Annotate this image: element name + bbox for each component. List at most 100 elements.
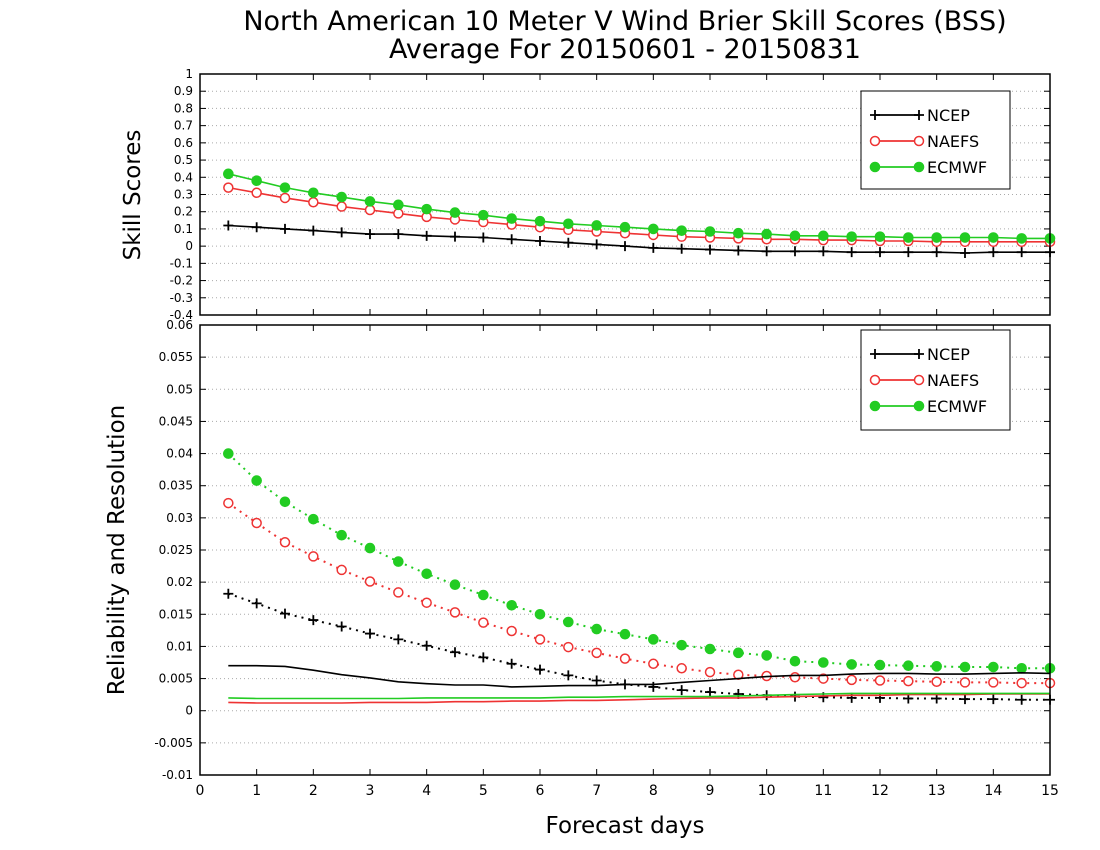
bottom-y-tick-label: 0.04 bbox=[166, 447, 193, 461]
bottom-data-point bbox=[846, 659, 857, 670]
bottom-data-point bbox=[818, 657, 829, 668]
top-data-point bbox=[478, 232, 489, 243]
bottom-data-point bbox=[1016, 662, 1027, 674]
bottom-data-point bbox=[959, 677, 971, 688]
bottom-data-point bbox=[421, 640, 432, 651]
bottom-data-point bbox=[960, 694, 970, 705]
top-data-point bbox=[761, 228, 772, 240]
top-data-point bbox=[648, 242, 659, 253]
bottom-data-point bbox=[676, 685, 687, 696]
top-y-tick-label: 0.1 bbox=[174, 222, 193, 236]
top-data-point bbox=[733, 245, 744, 256]
bottom-data-point bbox=[563, 641, 574, 653]
bottom-data-point bbox=[535, 664, 545, 675]
top-data-point bbox=[988, 247, 999, 258]
top-data-point bbox=[336, 227, 347, 238]
bottom-legend-marker bbox=[869, 400, 881, 412]
bottom-data-point bbox=[365, 628, 375, 639]
top-data-point bbox=[421, 230, 432, 241]
bottom-data-point bbox=[591, 675, 602, 686]
bottom-data-point bbox=[223, 448, 234, 459]
bottom-data-point bbox=[308, 615, 319, 626]
bottom-data-point bbox=[959, 661, 971, 673]
bottom-data-point bbox=[336, 529, 347, 541]
bottom-data-point bbox=[393, 634, 404, 645]
top-data-point bbox=[563, 237, 574, 248]
x-axis-label: Forecast days bbox=[546, 813, 705, 839]
top-legend-marker bbox=[869, 135, 881, 147]
top-data-point bbox=[393, 208, 404, 219]
bottom-y-ticks: -0.01 -0.005 0 0.005 0.01 0.015 0.02 0.025 0.03 0… bbox=[154, 318, 1050, 782]
bottom-data-point bbox=[364, 576, 376, 587]
bottom-data-point bbox=[223, 588, 234, 599]
bottom-legend-label: NCEP bbox=[927, 345, 970, 364]
top-data-point bbox=[308, 196, 319, 208]
bottom-y-tick-label: 0.005 bbox=[159, 672, 193, 686]
bottom-data-point bbox=[988, 661, 999, 673]
bottom-data-point bbox=[789, 672, 801, 683]
bottom-series-1 bbox=[223, 497, 1056, 689]
bottom-series-line bbox=[228, 664, 1051, 688]
top-data-point bbox=[450, 231, 460, 242]
bottom-data-point bbox=[251, 598, 262, 609]
bottom-data-point bbox=[506, 625, 517, 637]
bottom-data-point bbox=[931, 661, 942, 672]
top-y-tick-label: -0.2 bbox=[170, 274, 193, 288]
x-tick-label: 14 bbox=[984, 783, 1002, 799]
top-legend-marker bbox=[913, 135, 925, 147]
top-y-axis-label: Skill Scores bbox=[120, 130, 146, 261]
bottom-data-point bbox=[308, 551, 319, 562]
x-tick-label: 7 bbox=[592, 783, 601, 799]
top-data-point bbox=[506, 234, 517, 245]
bottom-data-point bbox=[223, 497, 234, 509]
top-data-point bbox=[988, 232, 999, 243]
bottom-data-point bbox=[874, 675, 886, 686]
bottom-y-tick-label: 0.025 bbox=[159, 543, 193, 557]
top-legend-label: NAEFS bbox=[927, 132, 979, 151]
bottom-data-point bbox=[251, 517, 262, 529]
bottom-legend-label: ECMWF bbox=[927, 397, 987, 416]
top-series-2 bbox=[223, 168, 1056, 244]
bottom-y-axis-label: Reliability and Resolution bbox=[104, 405, 130, 695]
top-y-tick-label: 0.8 bbox=[174, 101, 193, 115]
bottom-data-point bbox=[421, 568, 432, 580]
bottom-data-point bbox=[279, 496, 291, 508]
top-data-point bbox=[308, 187, 319, 199]
top-legend-marker bbox=[914, 110, 924, 120]
top-data-point bbox=[336, 201, 347, 212]
top-data-point bbox=[761, 246, 772, 257]
reliability-resolution-panel: -0.01 -0.005 0 0.005 0.01 0.015 0.02 0.025 0.03 0… bbox=[154, 318, 1059, 799]
top-data-point bbox=[676, 225, 687, 236]
top-data-point bbox=[336, 191, 347, 203]
bottom-data-point bbox=[846, 674, 857, 686]
top-legend: NCEP NAEFS ECMWF bbox=[860, 90, 1011, 190]
bottom-legend-marker bbox=[869, 374, 881, 386]
bottom-legend-marker bbox=[914, 349, 924, 359]
bottom-data-point bbox=[449, 579, 461, 591]
top-data-point bbox=[931, 232, 942, 243]
top-data-point bbox=[535, 235, 545, 246]
x-tick-label: 6 bbox=[536, 783, 545, 799]
x-tick-label: 11 bbox=[814, 783, 832, 799]
bottom-data-point bbox=[563, 616, 574, 628]
bottom-series-line bbox=[227, 592, 1050, 701]
x-tick-label: 10 bbox=[758, 783, 776, 799]
top-y-tick-label: -0.4 bbox=[170, 308, 193, 322]
top-data-point bbox=[251, 222, 262, 233]
top-legend-box bbox=[860, 90, 1011, 190]
bottom-data-point bbox=[506, 599, 517, 611]
top-data-point bbox=[279, 192, 291, 204]
top-data-point bbox=[818, 246, 829, 257]
top-series bbox=[223, 168, 1056, 259]
bottom-series-2 bbox=[223, 448, 1056, 674]
bottom-data-point bbox=[676, 663, 687, 674]
top-data-point bbox=[279, 182, 291, 193]
top-data-point bbox=[591, 239, 602, 250]
bottom-legend: NCEP NAEFS ECMWF bbox=[860, 329, 1011, 431]
top-data-point bbox=[705, 244, 715, 255]
top-data-point bbox=[846, 231, 857, 242]
bottom-series-5 bbox=[228, 692, 1050, 700]
bottom-data-point bbox=[421, 597, 432, 608]
top-data-point bbox=[790, 246, 800, 257]
